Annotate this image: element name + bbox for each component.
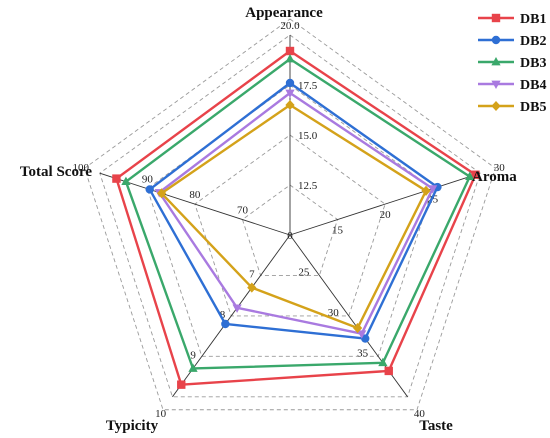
point-db5-appearance <box>285 99 295 111</box>
legend-label-db2: DB2 <box>520 34 546 49</box>
point-db2-total-score <box>145 185 154 194</box>
tick-label-appearance-3: 17.5 <box>298 80 318 92</box>
grid-layer <box>84 18 496 411</box>
point-db3-aroma <box>465 171 475 180</box>
point-db3-typicity <box>188 363 198 372</box>
tick-label-total-score-3: 90 <box>142 174 154 186</box>
legend-label-db5: DB5 <box>520 100 546 115</box>
tick-label-center: 0 <box>287 230 293 242</box>
tick-label-taste-1: 25 <box>298 266 310 278</box>
tick-label-appearance-1: 12.5 <box>298 180 318 192</box>
point-db4-aroma <box>428 185 438 194</box>
point-db3-total-score <box>121 176 131 186</box>
tick-label-layer: 12.5 15.0 17.5 20.0 15 20 25 30 25 30 35 40 7 8 9 10 70 8… <box>73 20 506 420</box>
tick-label-total-score-1: 70 <box>237 205 249 217</box>
tick-label-typicity-3: 8 <box>220 309 226 321</box>
tick-label-typicity-2: 7 <box>249 268 255 280</box>
series-layer <box>112 46 480 389</box>
axis-title-typicity: Typicity <box>106 418 159 434</box>
axis-title-taste: Taste <box>419 418 453 434</box>
legend-entry-db5: DB5 <box>478 100 546 115</box>
series-db2 <box>145 78 442 343</box>
legend-marker-db1 <box>491 13 501 23</box>
point-db4-appearance <box>285 89 295 99</box>
point-db1-typicity <box>177 380 186 389</box>
point-db3-appearance <box>285 53 295 63</box>
tick-label-appearance-4: 20.0 <box>280 20 300 32</box>
series-line-db4 <box>158 91 434 335</box>
series-db1 <box>112 46 480 389</box>
point-db4-taste <box>357 330 367 339</box>
point-db1-taste <box>384 366 393 376</box>
axis-title-layer: Appearance Aroma Taste Typicity Total Score <box>20 5 517 434</box>
spoke-total-score <box>99 172 291 236</box>
series-db5 <box>156 99 431 334</box>
legend-marker-db5 <box>491 100 501 112</box>
legend-entry-db1: DB1 <box>478 12 546 27</box>
tick-label-aroma-2: 20 <box>380 209 392 221</box>
legend-entry-db4: DB4 <box>478 78 546 93</box>
point-db5-total-score <box>156 188 167 199</box>
axis-title-aroma: Aroma <box>472 169 517 185</box>
legend-label-db1: DB1 <box>520 12 546 27</box>
tick-label-taste-2: 30 <box>328 307 340 319</box>
point-db5-typicity <box>247 282 257 293</box>
tick-label-aroma-4: 30 <box>494 162 506 174</box>
series-line-db1 <box>115 49 477 386</box>
legend-marker-db2 <box>491 35 501 45</box>
tick-label-taste-4: 40 <box>414 408 426 420</box>
legend-entry-db3: DB3 <box>478 56 546 71</box>
legend-marker-db3 <box>491 56 501 66</box>
legend-entry-db2: DB2 <box>478 34 546 49</box>
tick-label-taste-3: 35 <box>357 347 369 359</box>
point-db1-total-score <box>112 174 121 183</box>
point-db5-taste <box>352 322 363 334</box>
grid-ring-outer <box>84 18 496 411</box>
point-db2-taste <box>361 334 370 343</box>
point-db2-appearance <box>285 78 295 88</box>
legend: DB1 DB2 DB3 DB4 DB5 <box>478 12 546 115</box>
series-db3 <box>121 53 475 372</box>
tick-label-total-score-4: 100 <box>73 162 90 174</box>
point-db3-taste <box>378 357 388 367</box>
point-db5-aroma <box>421 185 431 196</box>
axis-title-total-score: Total Score <box>20 164 92 180</box>
point-db1-aroma <box>471 170 480 179</box>
series-line-db2 <box>148 81 439 340</box>
tick-label-typicity-5: 10 <box>155 408 167 420</box>
series-db4 <box>154 89 438 339</box>
tick-label-total-score-2: 80 <box>189 189 201 201</box>
legend-label-db4: DB4 <box>520 78 546 93</box>
point-db2-aroma <box>433 182 442 192</box>
series-line-db5 <box>160 103 428 330</box>
series-line-db3 <box>124 57 471 370</box>
axis-title-appearance: Appearance <box>245 5 323 21</box>
tick-label-typicity-4: 9 <box>190 349 196 361</box>
legend-label-db3: DB3 <box>520 56 546 71</box>
point-db2-typicity <box>221 319 230 329</box>
tick-label-aroma-1: 15 <box>332 225 344 237</box>
point-db1-appearance <box>285 46 295 56</box>
spoke-aroma <box>289 172 481 236</box>
legend-marker-db4 <box>491 80 501 90</box>
point-db4-typicity <box>232 304 242 313</box>
tick-label-aroma-3: 25 <box>427 194 439 206</box>
tick-label-appearance-2: 15.0 <box>298 130 318 142</box>
